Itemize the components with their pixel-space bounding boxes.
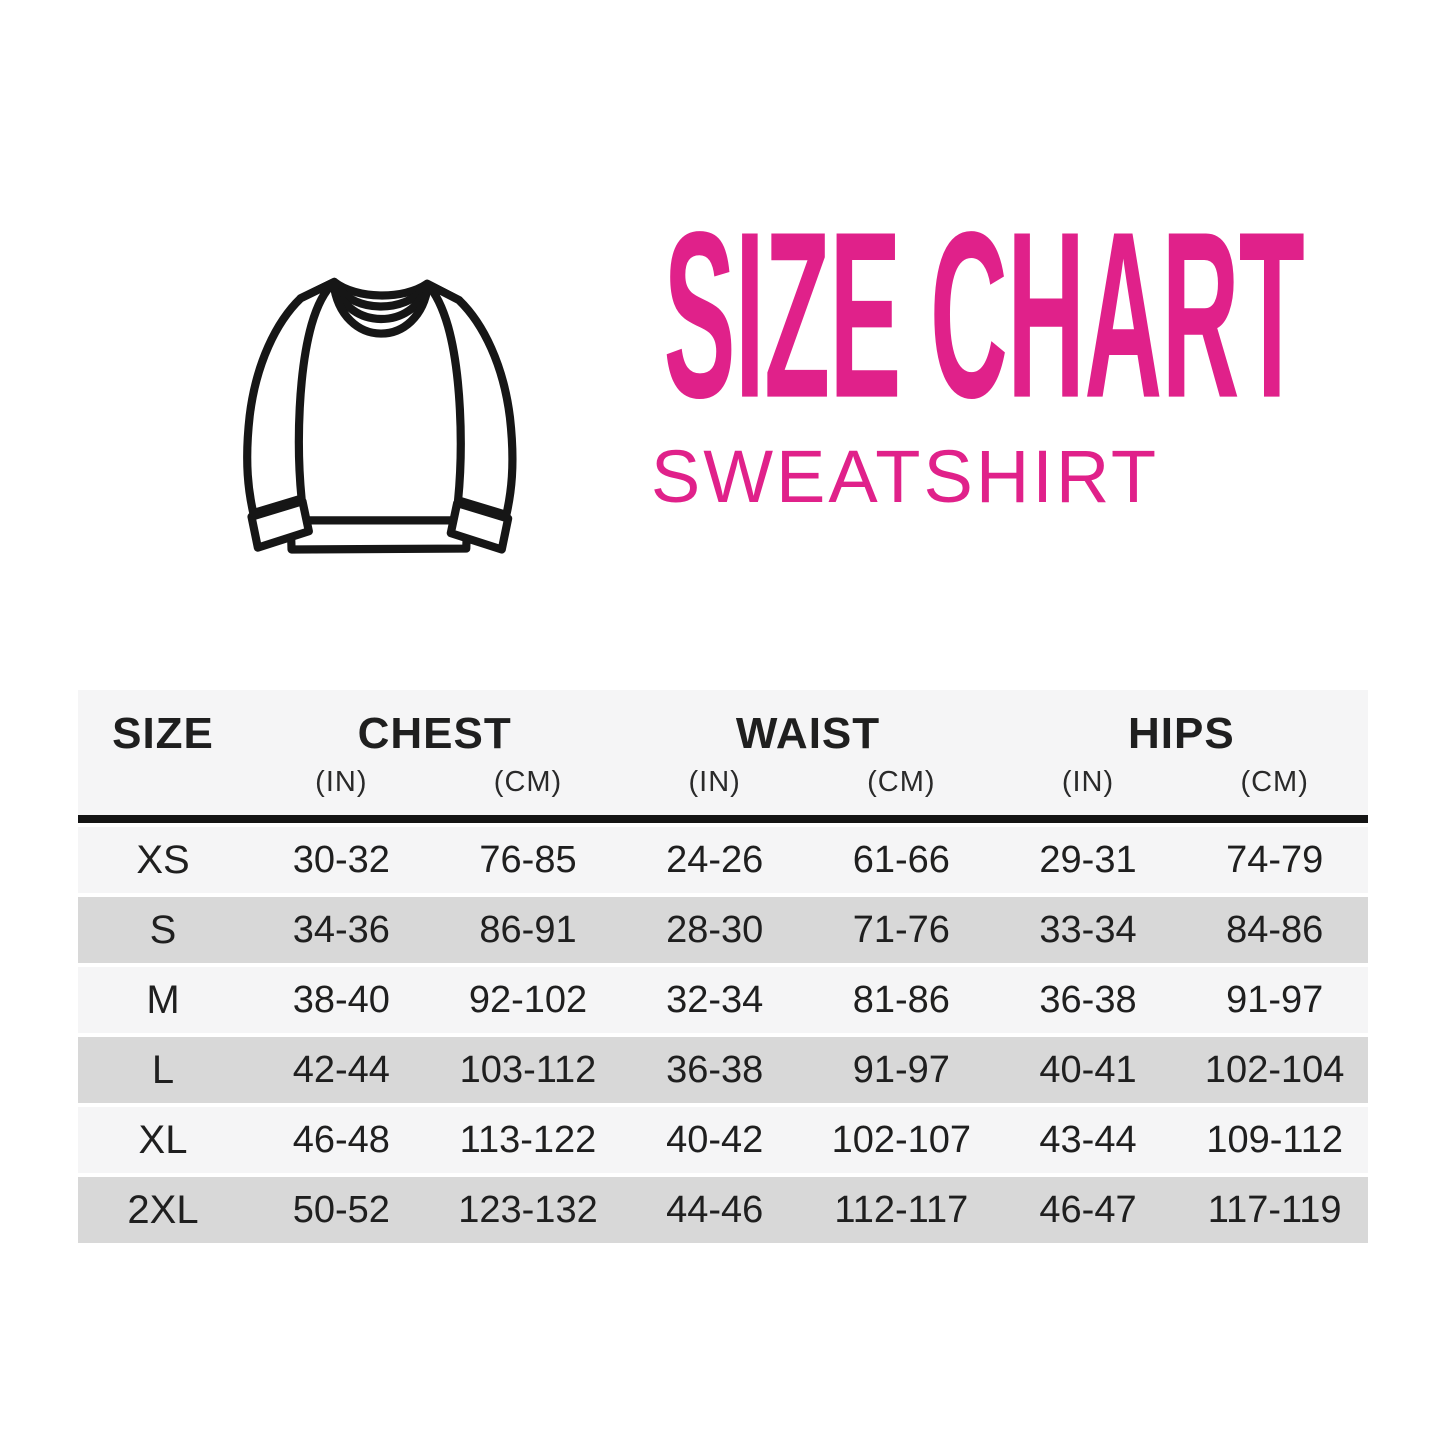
table-cell: 113-122 [459, 1118, 597, 1161]
table-cell: 123-132 [458, 1188, 598, 1231]
table-cell: 102-104 [1204, 1048, 1345, 1091]
table-cell: 46-47 [1039, 1188, 1137, 1231]
page-subtitle: SWEATSHIRT [650, 435, 1160, 518]
table-cell: 28-30 [666, 908, 764, 951]
unit-header-waist-in: (IN) [688, 765, 741, 798]
table-cell: 36-38 [666, 1048, 764, 1091]
table-cell: 91-97 [1226, 978, 1324, 1021]
size-cell: 2XL [127, 1187, 199, 1232]
table-row: XL 46-48 113-122 40-42 102-107 43-44 109-112 [78, 1107, 1368, 1173]
table-cell: 43-44 [1039, 1118, 1137, 1161]
table-cell: 71-76 [852, 908, 950, 951]
table-unit-row: (IN) (CM) (IN) (CM) (IN) (CM) [78, 761, 1368, 803]
unit-header-waist-cm: (CM) [867, 765, 936, 798]
table-cell: 61-66 [852, 838, 950, 881]
size-cell: XS [136, 837, 190, 882]
table-cell: 32-34 [666, 978, 764, 1021]
title-block: SIZE CHART SWEATSHIRT [565, 0, 1305, 620]
column-header-waist: WAIST [735, 708, 881, 758]
size-cell: XL [138, 1117, 188, 1162]
table-cell: 109-112 [1206, 1118, 1343, 1161]
table-cell: 86-91 [479, 908, 577, 951]
size-cell: L [151, 1047, 175, 1092]
table-header: SIZE CHEST WAIST HIPS (IN) (CM) (IN) (CM… [78, 690, 1368, 815]
column-header-hips: HIPS [1127, 708, 1235, 758]
table-cell: 33-34 [1039, 908, 1137, 951]
column-header-chest: CHEST [357, 708, 512, 758]
table-cell: 117-119 [1207, 1188, 1342, 1231]
table-cell: 92-102 [468, 978, 588, 1021]
table-cell: 34-36 [292, 908, 390, 951]
sweatshirt-icon-svg [243, 277, 517, 554]
header-divider [78, 815, 1368, 823]
unit-header-chest-in: (IN) [315, 765, 368, 798]
table-row: 2XL 50-52 123-132 44-46 112-117 46-47 117-119 [78, 1177, 1368, 1243]
unit-header-hips-cm: (CM) [1240, 765, 1309, 798]
table-cell: 40-41 [1039, 1048, 1137, 1091]
column-header-size: SIZE [112, 708, 214, 758]
table-cell: 36-38 [1039, 978, 1137, 1021]
table-row: L 42-44 103-112 36-38 91-97 40-41 102-104 [78, 1037, 1368, 1103]
size-cell: S [149, 907, 177, 952]
table-cell: 29-31 [1039, 838, 1137, 881]
table-cell: 91-97 [852, 1048, 950, 1091]
size-cell: M [146, 977, 180, 1022]
unit-header-chest-cm: (CM) [493, 765, 563, 798]
table-cell: 84-86 [1226, 908, 1324, 951]
table-row: M 38-40 92-102 32-34 81-86 36-38 91-97 [78, 967, 1368, 1033]
table-cell: 24-26 [666, 838, 764, 881]
table-header-row: SIZE CHEST WAIST HIPS [78, 706, 1368, 761]
table-cell: 44-46 [666, 1188, 764, 1231]
unit-header-hips-in: (IN) [1061, 765, 1115, 798]
table-cell: 46-48 [292, 1118, 390, 1161]
sweatshirt-icon [196, 220, 560, 575]
table-cell: 102-107 [831, 1118, 972, 1161]
table-cell: 76-85 [479, 838, 577, 881]
table-row: S 34-36 86-91 28-30 71-76 33-34 84-86 [78, 897, 1368, 963]
table-cell: 42-44 [292, 1048, 390, 1091]
table-row: XS 30-32 76-85 24-26 61-66 29-31 74-79 [78, 827, 1368, 893]
table-cell: 81-86 [852, 978, 950, 1021]
table-cell: 40-42 [666, 1118, 764, 1161]
size-chart-table: SIZE CHEST WAIST HIPS (IN) (CM) (IN) (CM… [78, 690, 1368, 1243]
table-cell: 112-117 [834, 1188, 969, 1231]
table-cell: 38-40 [292, 978, 390, 1021]
table-body: XS 30-32 76-85 24-26 61-66 29-31 74-79 S 34-36 86… [78, 827, 1368, 1243]
table-cell: 30-32 [292, 838, 390, 881]
unit-header-spacer [78, 761, 248, 803]
table-cell: 103-112 [459, 1048, 597, 1091]
page-title: SIZE CHART [663, 182, 1305, 449]
table-cell: 50-52 [292, 1188, 390, 1231]
table-cell: 74-79 [1226, 838, 1324, 881]
